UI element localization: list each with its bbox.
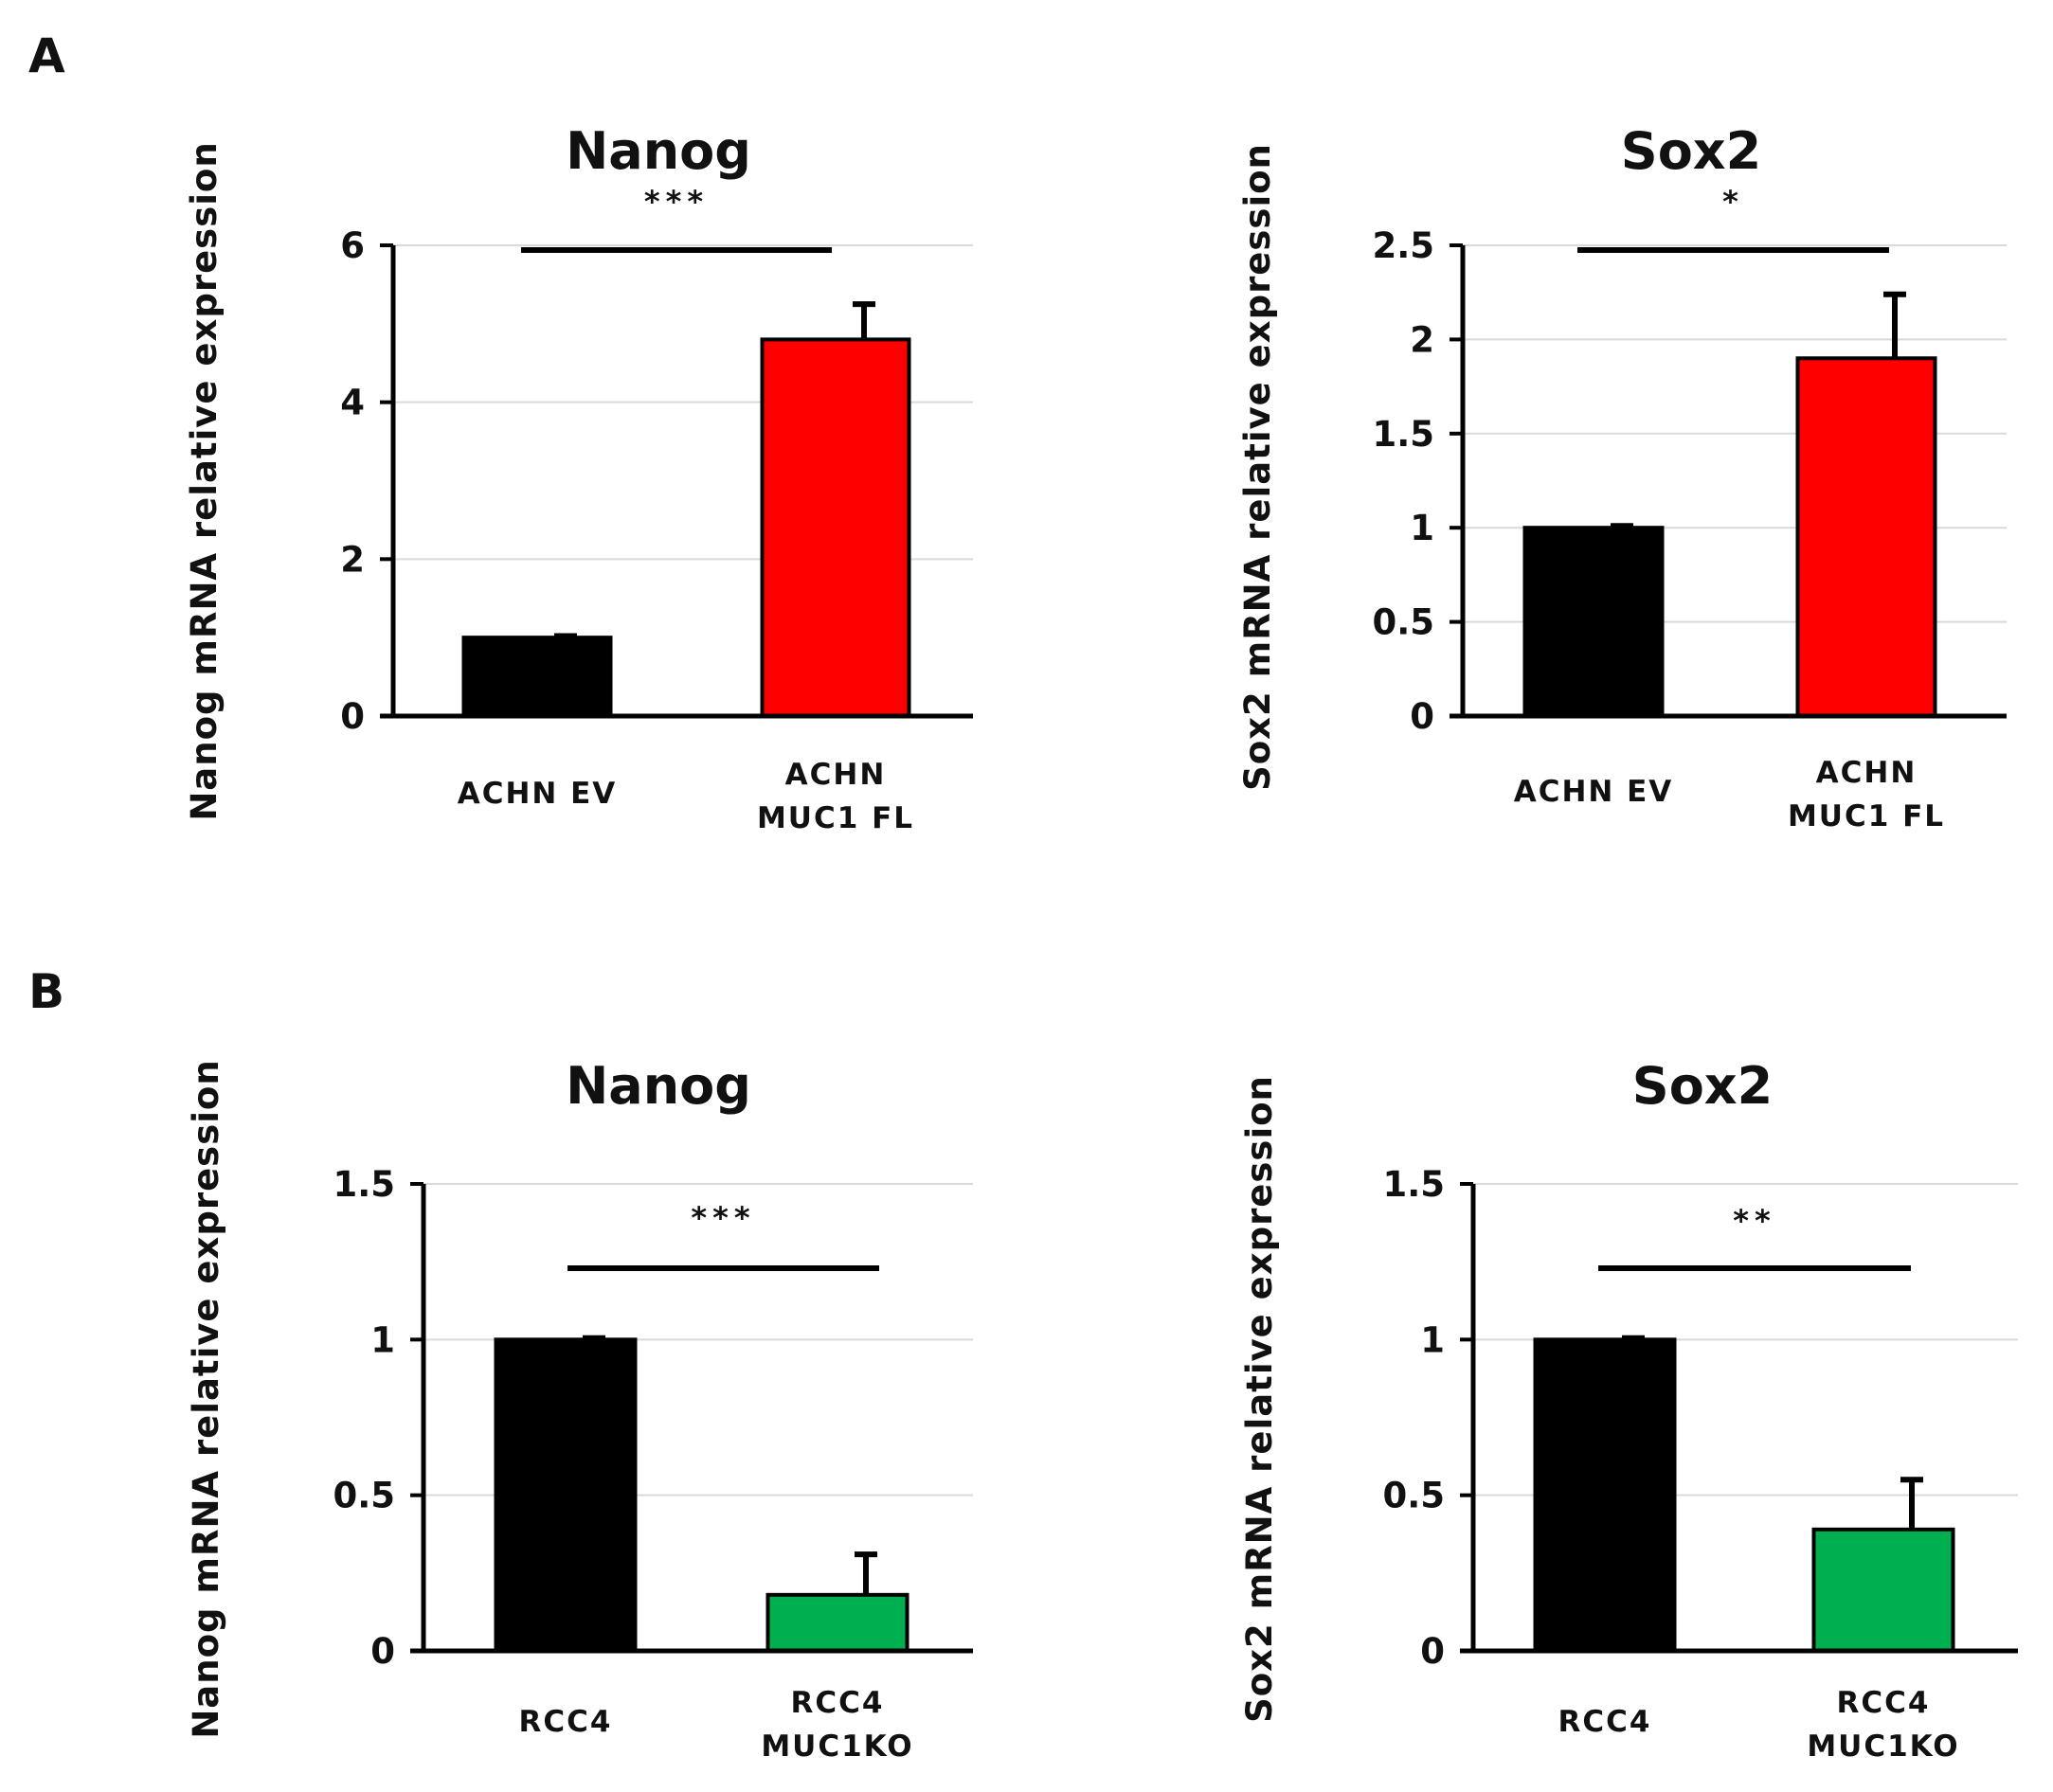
chart4-category-label: RCC4 xyxy=(1558,1705,1652,1739)
chart2-title: Sox2 xyxy=(1621,121,1761,181)
chart3-bar xyxy=(765,1592,909,1653)
chart2-bar xyxy=(1795,356,1937,718)
chart1-bar xyxy=(461,636,613,719)
chart1-y-tick-label: 2 xyxy=(340,539,365,580)
chart2-y-axis-label: Sox2 mRNA relative expression xyxy=(1237,143,1278,791)
chart4-significance-label: ** xyxy=(1733,1203,1775,1239)
chart3-y-tick-label: 0 xyxy=(370,1631,395,1672)
chart4-y-tick-label: 0.5 xyxy=(1382,1476,1445,1516)
chart2-category-label: ACHN EV xyxy=(1514,775,1674,809)
chart2-y-tick-label: 2.5 xyxy=(1372,225,1434,266)
chart2-y-tick-label: 0.5 xyxy=(1372,602,1434,643)
chart3-y-tick-label: 1.5 xyxy=(333,1164,395,1205)
chart2-y-tick-label: 1 xyxy=(1410,508,1434,548)
chart2-y-tick-label: 2 xyxy=(1410,319,1434,360)
chart1-category-label: MUC1 FL xyxy=(757,801,914,835)
chart4-category-label: MUC1KO xyxy=(1807,1729,1959,1764)
chart3-category-label: RCC4 xyxy=(791,1686,885,1720)
panel-label-a: A xyxy=(28,28,65,83)
chart1-title: Nanog xyxy=(566,121,751,181)
chart3-y-tick-label: 1 xyxy=(370,1319,395,1360)
chart2-y-tick-label: 0 xyxy=(1410,696,1434,737)
chart3-bar xyxy=(494,1337,638,1654)
chart2-category-label: MUC1 FL xyxy=(1788,799,1945,833)
chart4-bar xyxy=(1811,1527,1955,1653)
chart4-bar xyxy=(1533,1337,1677,1654)
chart1-significance-label: *** xyxy=(644,184,709,220)
chart1-y-tick-label: 4 xyxy=(340,383,365,423)
chart2-significance-label: * xyxy=(1722,184,1744,220)
chart2-y-tick-label: 1.5 xyxy=(1372,414,1434,455)
chart4-title: Sox2 xyxy=(1632,1056,1773,1116)
chart1-y-tick-label: 6 xyxy=(340,225,365,266)
chart1-bar xyxy=(760,337,911,718)
chart3-significance-label: *** xyxy=(691,1200,755,1236)
chart2-category-label: ACHN xyxy=(1816,756,1918,790)
chart2-bar xyxy=(1522,526,1665,719)
chart3-y-tick-label: 0.5 xyxy=(333,1476,395,1516)
chart1-y-axis-label: Nanog mRNA relative expression xyxy=(184,141,225,820)
chart1-category-label: ACHN EV xyxy=(458,777,618,811)
chart4-y-tick-label: 1.5 xyxy=(1382,1164,1445,1205)
chart1-category-label: ACHN xyxy=(785,758,887,792)
panel-label-b: B xyxy=(28,964,65,1019)
chart3-title: Nanog xyxy=(566,1056,751,1116)
chart4-y-axis-label: Sox2 mRNA relative expression xyxy=(1239,1075,1280,1723)
chart3-category-label: RCC4 xyxy=(519,1705,613,1739)
chart3-y-axis-label: Nanog mRNA relative expression xyxy=(186,1059,226,1738)
chart4-category-label: RCC4 xyxy=(1837,1686,1931,1720)
chart1-y-tick-label: 0 xyxy=(340,696,365,737)
chart4-y-tick-label: 1 xyxy=(1420,1319,1445,1360)
chart3-category-label: MUC1KO xyxy=(761,1729,913,1764)
chart4-y-tick-label: 0 xyxy=(1420,1631,1445,1672)
